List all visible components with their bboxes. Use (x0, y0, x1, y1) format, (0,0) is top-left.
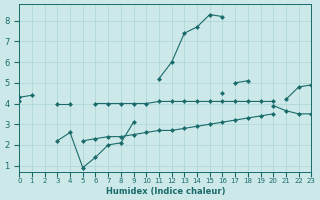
X-axis label: Humidex (Indice chaleur): Humidex (Indice chaleur) (106, 187, 225, 196)
